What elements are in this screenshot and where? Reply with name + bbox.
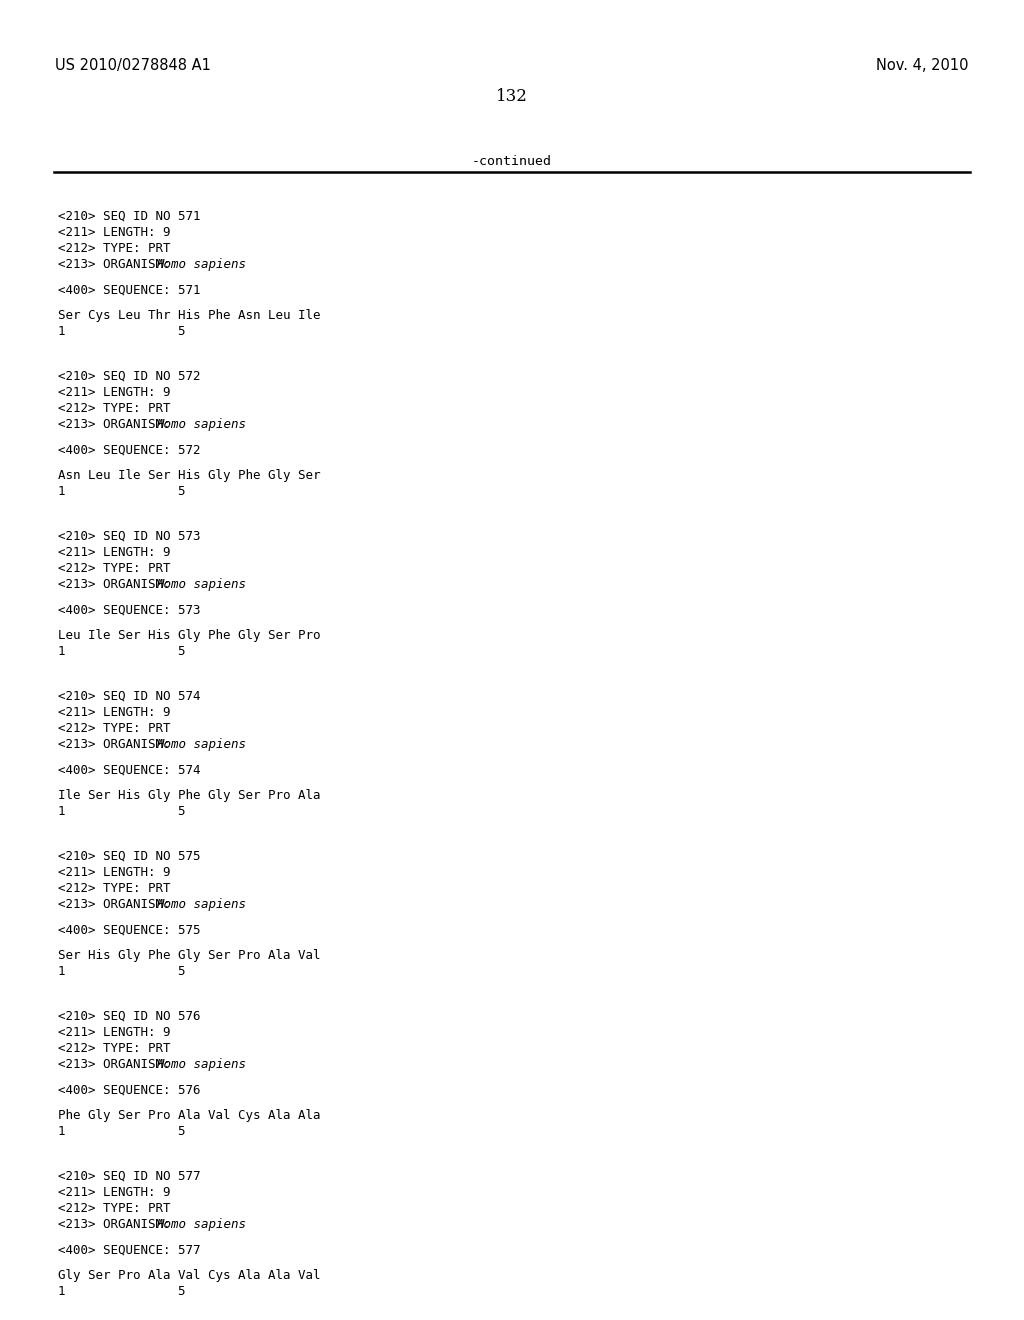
Text: <400> SEQUENCE: 572: <400> SEQUENCE: 572 <box>58 444 201 457</box>
Text: <210> SEQ ID NO 573: <210> SEQ ID NO 573 <box>58 531 201 543</box>
Text: <212> TYPE: PRT: <212> TYPE: PRT <box>58 882 171 895</box>
Text: <211> LENGTH: 9: <211> LENGTH: 9 <box>58 385 171 399</box>
Text: Homo sapiens: Homo sapiens <box>156 738 246 751</box>
Text: <212> TYPE: PRT: <212> TYPE: PRT <box>58 242 171 255</box>
Text: <400> SEQUENCE: 575: <400> SEQUENCE: 575 <box>58 924 201 937</box>
Text: 1               5: 1 5 <box>58 805 185 818</box>
Text: 1               5: 1 5 <box>58 325 185 338</box>
Text: <211> LENGTH: 9: <211> LENGTH: 9 <box>58 1185 171 1199</box>
Text: <213> ORGANISM:: <213> ORGANISM: <box>58 738 178 751</box>
Text: Homo sapiens: Homo sapiens <box>156 418 246 432</box>
Text: <400> SEQUENCE: 573: <400> SEQUENCE: 573 <box>58 603 201 616</box>
Text: <210> SEQ ID NO 571: <210> SEQ ID NO 571 <box>58 210 201 223</box>
Text: <211> LENGTH: 9: <211> LENGTH: 9 <box>58 226 171 239</box>
Text: <213> ORGANISM:: <213> ORGANISM: <box>58 898 178 911</box>
Text: <212> TYPE: PRT: <212> TYPE: PRT <box>58 1203 171 1214</box>
Text: <212> TYPE: PRT: <212> TYPE: PRT <box>58 1041 171 1055</box>
Text: <210> SEQ ID NO 575: <210> SEQ ID NO 575 <box>58 850 201 863</box>
Text: <213> ORGANISM:: <213> ORGANISM: <box>58 1218 178 1232</box>
Text: 1               5: 1 5 <box>58 965 185 978</box>
Text: Asn Leu Ile Ser His Gly Phe Gly Ser: Asn Leu Ile Ser His Gly Phe Gly Ser <box>58 469 321 482</box>
Text: <213> ORGANISM:: <213> ORGANISM: <box>58 1059 178 1071</box>
Text: Phe Gly Ser Pro Ala Val Cys Ala Ala: Phe Gly Ser Pro Ala Val Cys Ala Ala <box>58 1109 321 1122</box>
Text: Ile Ser His Gly Phe Gly Ser Pro Ala: Ile Ser His Gly Phe Gly Ser Pro Ala <box>58 789 321 803</box>
Text: <400> SEQUENCE: 576: <400> SEQUENCE: 576 <box>58 1084 201 1097</box>
Text: -continued: -continued <box>472 154 552 168</box>
Text: <211> LENGTH: 9: <211> LENGTH: 9 <box>58 866 171 879</box>
Text: <212> TYPE: PRT: <212> TYPE: PRT <box>58 562 171 576</box>
Text: <210> SEQ ID NO 572: <210> SEQ ID NO 572 <box>58 370 201 383</box>
Text: Leu Ile Ser His Gly Phe Gly Ser Pro: Leu Ile Ser His Gly Phe Gly Ser Pro <box>58 630 321 643</box>
Text: Homo sapiens: Homo sapiens <box>156 1059 246 1071</box>
Text: <211> LENGTH: 9: <211> LENGTH: 9 <box>58 546 171 558</box>
Text: Ser Cys Leu Thr His Phe Asn Leu Ile: Ser Cys Leu Thr His Phe Asn Leu Ile <box>58 309 321 322</box>
Text: <210> SEQ ID NO 576: <210> SEQ ID NO 576 <box>58 1010 201 1023</box>
Text: 132: 132 <box>496 88 528 106</box>
Text: 1               5: 1 5 <box>58 1125 185 1138</box>
Text: 1               5: 1 5 <box>58 486 185 498</box>
Text: Ser His Gly Phe Gly Ser Pro Ala Val: Ser His Gly Phe Gly Ser Pro Ala Val <box>58 949 321 962</box>
Text: <210> SEQ ID NO 577: <210> SEQ ID NO 577 <box>58 1170 201 1183</box>
Text: 1               5: 1 5 <box>58 1286 185 1298</box>
Text: <213> ORGANISM:: <213> ORGANISM: <box>58 578 178 591</box>
Text: <213> ORGANISM:: <213> ORGANISM: <box>58 257 178 271</box>
Text: <400> SEQUENCE: 574: <400> SEQUENCE: 574 <box>58 763 201 776</box>
Text: 1               5: 1 5 <box>58 645 185 659</box>
Text: <211> LENGTH: 9: <211> LENGTH: 9 <box>58 706 171 719</box>
Text: Homo sapiens: Homo sapiens <box>156 1218 246 1232</box>
Text: Nov. 4, 2010: Nov. 4, 2010 <box>877 58 969 73</box>
Text: Homo sapiens: Homo sapiens <box>156 257 246 271</box>
Text: <213> ORGANISM:: <213> ORGANISM: <box>58 418 178 432</box>
Text: <212> TYPE: PRT: <212> TYPE: PRT <box>58 722 171 735</box>
Text: <210> SEQ ID NO 574: <210> SEQ ID NO 574 <box>58 690 201 704</box>
Text: <400> SEQUENCE: 577: <400> SEQUENCE: 577 <box>58 1243 201 1257</box>
Text: <212> TYPE: PRT: <212> TYPE: PRT <box>58 403 171 414</box>
Text: US 2010/0278848 A1: US 2010/0278848 A1 <box>55 58 211 73</box>
Text: <211> LENGTH: 9: <211> LENGTH: 9 <box>58 1026 171 1039</box>
Text: <400> SEQUENCE: 571: <400> SEQUENCE: 571 <box>58 284 201 297</box>
Text: Homo sapiens: Homo sapiens <box>156 898 246 911</box>
Text: Homo sapiens: Homo sapiens <box>156 578 246 591</box>
Text: Gly Ser Pro Ala Val Cys Ala Ala Val: Gly Ser Pro Ala Val Cys Ala Ala Val <box>58 1270 321 1282</box>
